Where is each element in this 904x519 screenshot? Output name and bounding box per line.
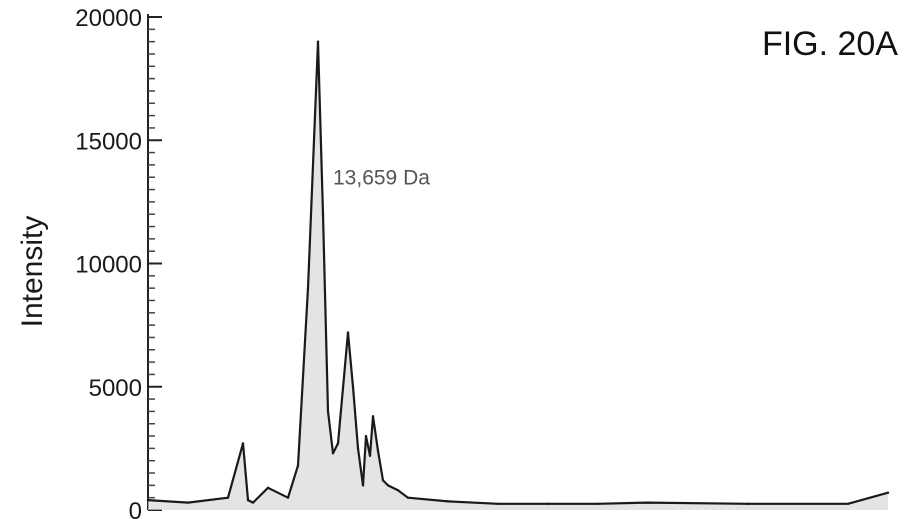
data-point [147,499,149,501]
series-fill [148,42,888,510]
y-tick-label: 15000 [75,128,142,155]
data-point [369,455,371,457]
y-tick-label: 5000 [89,375,142,402]
y-axis-label: Intensity [16,216,49,328]
data-point [297,464,299,466]
data-point [332,452,334,454]
data-point [597,503,599,505]
data-point [407,496,409,498]
data-point [397,489,399,491]
data-point [227,496,229,498]
series-layer [147,40,889,510]
data-point [317,40,319,42]
data-point [387,484,389,486]
data-point [187,501,189,503]
data-point [337,442,339,444]
data-point [887,492,889,494]
data-point [352,386,354,388]
data-point [647,501,649,503]
y-tick-label: 10000 [75,252,142,279]
figure-label: FIG. 20A [762,25,898,63]
data-point [362,484,364,486]
data-point [347,331,349,333]
data-point [447,500,449,502]
data-point [242,442,244,444]
data-point [747,503,749,505]
data-point [382,479,384,481]
data-point [357,447,359,449]
data-point [365,435,367,437]
series-line [148,42,888,504]
data-point [287,496,289,498]
data-point [322,213,324,215]
data-point [497,503,499,505]
y-tick-label: 0 [129,498,142,519]
y-tick-label: 20000 [75,5,142,32]
peak-annotation: 13,659 Da [333,167,430,190]
data-point [252,501,254,503]
data-point [327,410,329,412]
data-point [372,415,374,417]
data-point [547,503,549,505]
data-point [247,499,249,501]
data-point [307,287,309,289]
annotations: 13,659 Da [333,167,430,190]
data-point [377,450,379,452]
data-point [847,503,849,505]
data-point [267,487,269,489]
